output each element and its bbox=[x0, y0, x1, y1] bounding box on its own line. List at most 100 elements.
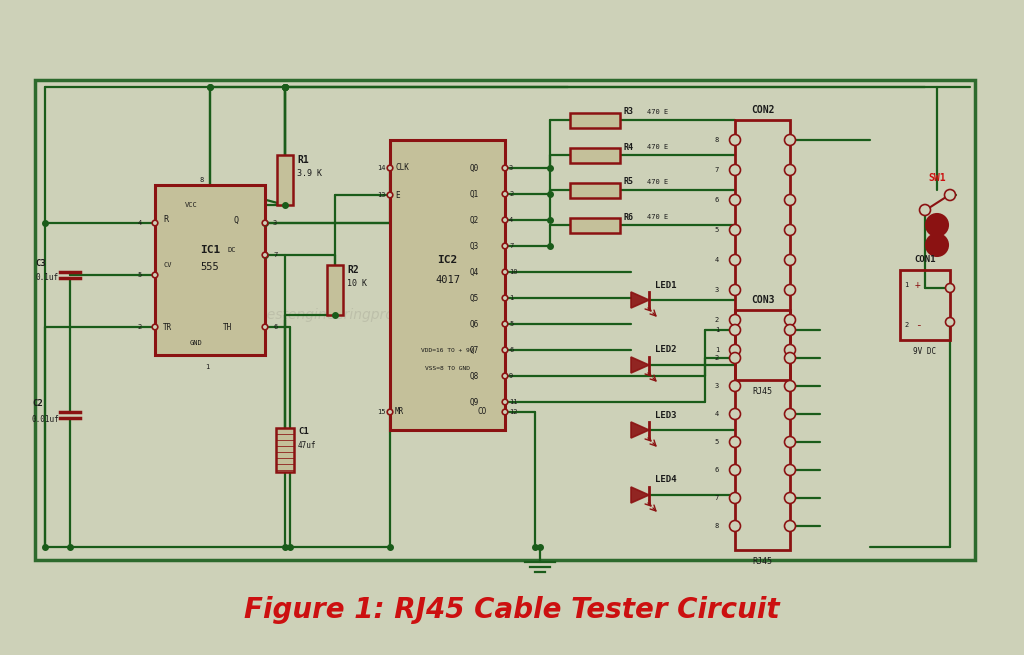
Text: LED2: LED2 bbox=[655, 345, 677, 354]
Text: 2: 2 bbox=[715, 317, 719, 323]
Text: CO: CO bbox=[477, 407, 486, 417]
Bar bbox=[276, 428, 294, 472]
Text: CV: CV bbox=[163, 262, 171, 268]
Bar bbox=[155, 185, 265, 355]
Text: IC2: IC2 bbox=[437, 255, 458, 265]
Text: 15: 15 bbox=[378, 409, 386, 415]
Circle shape bbox=[784, 195, 796, 206]
Bar bbox=[570, 147, 620, 162]
Circle shape bbox=[784, 521, 796, 531]
Text: Q8: Q8 bbox=[470, 371, 479, 381]
Circle shape bbox=[153, 324, 158, 330]
Circle shape bbox=[729, 409, 740, 419]
Circle shape bbox=[387, 165, 393, 171]
Text: 4: 4 bbox=[138, 220, 142, 226]
Text: 8: 8 bbox=[715, 523, 719, 529]
Circle shape bbox=[729, 381, 740, 392]
Text: R1: R1 bbox=[297, 155, 309, 165]
Text: Figure 1: RJ45 Cable Tester Circuit: Figure 1: RJ45 Cable Tester Circuit bbox=[244, 596, 780, 624]
Text: 470 E: 470 E bbox=[647, 214, 669, 220]
Bar bbox=[570, 183, 620, 198]
Circle shape bbox=[784, 134, 796, 145]
Circle shape bbox=[729, 195, 740, 206]
Circle shape bbox=[926, 234, 948, 256]
Circle shape bbox=[502, 399, 508, 405]
Text: 8: 8 bbox=[200, 177, 204, 183]
Text: 7: 7 bbox=[715, 495, 719, 501]
Text: Q: Q bbox=[233, 215, 238, 225]
Circle shape bbox=[502, 409, 508, 415]
Text: Q5: Q5 bbox=[470, 293, 479, 303]
Text: 6: 6 bbox=[273, 324, 278, 330]
Text: Q0: Q0 bbox=[470, 164, 479, 172]
Text: +: + bbox=[915, 280, 921, 290]
Circle shape bbox=[784, 284, 796, 295]
Circle shape bbox=[729, 255, 740, 265]
Text: Q3: Q3 bbox=[470, 242, 479, 250]
Text: CON3: CON3 bbox=[751, 295, 774, 305]
Text: 1: 1 bbox=[509, 295, 513, 301]
Text: R6: R6 bbox=[623, 212, 633, 221]
Circle shape bbox=[729, 436, 740, 447]
Circle shape bbox=[262, 324, 268, 330]
Circle shape bbox=[784, 225, 796, 236]
Text: R5: R5 bbox=[623, 178, 633, 187]
Text: CON1: CON1 bbox=[914, 255, 936, 265]
Text: TR: TR bbox=[163, 322, 172, 331]
Text: 1: 1 bbox=[715, 327, 719, 333]
Text: MR: MR bbox=[395, 407, 404, 417]
Circle shape bbox=[920, 204, 931, 215]
Bar bbox=[735, 310, 790, 550]
Bar bbox=[35, 80, 975, 560]
Text: 6: 6 bbox=[509, 347, 513, 353]
Text: VSS=8 TO GND: VSS=8 TO GND bbox=[425, 365, 470, 371]
Text: CON2: CON2 bbox=[751, 105, 774, 115]
Circle shape bbox=[153, 272, 158, 278]
Text: 3: 3 bbox=[715, 383, 719, 389]
Text: 3: 3 bbox=[715, 287, 719, 293]
Circle shape bbox=[784, 464, 796, 476]
Circle shape bbox=[502, 347, 508, 353]
Text: 4: 4 bbox=[509, 217, 513, 223]
Circle shape bbox=[502, 165, 508, 171]
Text: 0.1uf: 0.1uf bbox=[35, 272, 58, 282]
Text: 6: 6 bbox=[715, 197, 719, 203]
Text: 7: 7 bbox=[509, 243, 513, 249]
Circle shape bbox=[502, 243, 508, 249]
Text: VCC: VCC bbox=[185, 202, 198, 208]
Text: 470 E: 470 E bbox=[647, 144, 669, 150]
Text: RJ45: RJ45 bbox=[753, 388, 772, 396]
Text: 2: 2 bbox=[715, 355, 719, 361]
Polygon shape bbox=[631, 357, 649, 373]
Text: LED4: LED4 bbox=[655, 476, 677, 485]
Text: 6: 6 bbox=[715, 467, 719, 473]
Text: 10: 10 bbox=[509, 269, 517, 275]
Text: bestengineeringprojects.com: bestengineeringprojects.com bbox=[259, 308, 461, 322]
Text: 470 E: 470 E bbox=[647, 109, 669, 115]
Bar bbox=[570, 217, 620, 233]
Text: 12: 12 bbox=[509, 409, 517, 415]
Polygon shape bbox=[631, 292, 649, 308]
Text: TH: TH bbox=[223, 322, 232, 331]
Circle shape bbox=[729, 521, 740, 531]
Circle shape bbox=[729, 493, 740, 504]
Circle shape bbox=[784, 164, 796, 176]
Circle shape bbox=[387, 409, 393, 415]
Text: Q9: Q9 bbox=[470, 398, 479, 407]
Text: Q7: Q7 bbox=[470, 345, 479, 354]
Text: R3: R3 bbox=[623, 107, 633, 117]
Circle shape bbox=[729, 225, 740, 236]
Text: LED1: LED1 bbox=[655, 280, 677, 290]
Text: C3: C3 bbox=[35, 259, 46, 267]
Text: VDD=16 TO + 9V: VDD=16 TO + 9V bbox=[421, 348, 474, 352]
Text: 10 K: 10 K bbox=[347, 280, 367, 288]
Circle shape bbox=[502, 217, 508, 223]
Text: 2: 2 bbox=[138, 324, 142, 330]
Text: 2: 2 bbox=[904, 322, 908, 328]
Text: 14: 14 bbox=[378, 165, 386, 171]
Text: C2: C2 bbox=[32, 398, 43, 407]
Text: 1: 1 bbox=[205, 364, 209, 370]
Text: 7: 7 bbox=[273, 252, 278, 258]
Circle shape bbox=[784, 436, 796, 447]
Circle shape bbox=[262, 220, 268, 226]
